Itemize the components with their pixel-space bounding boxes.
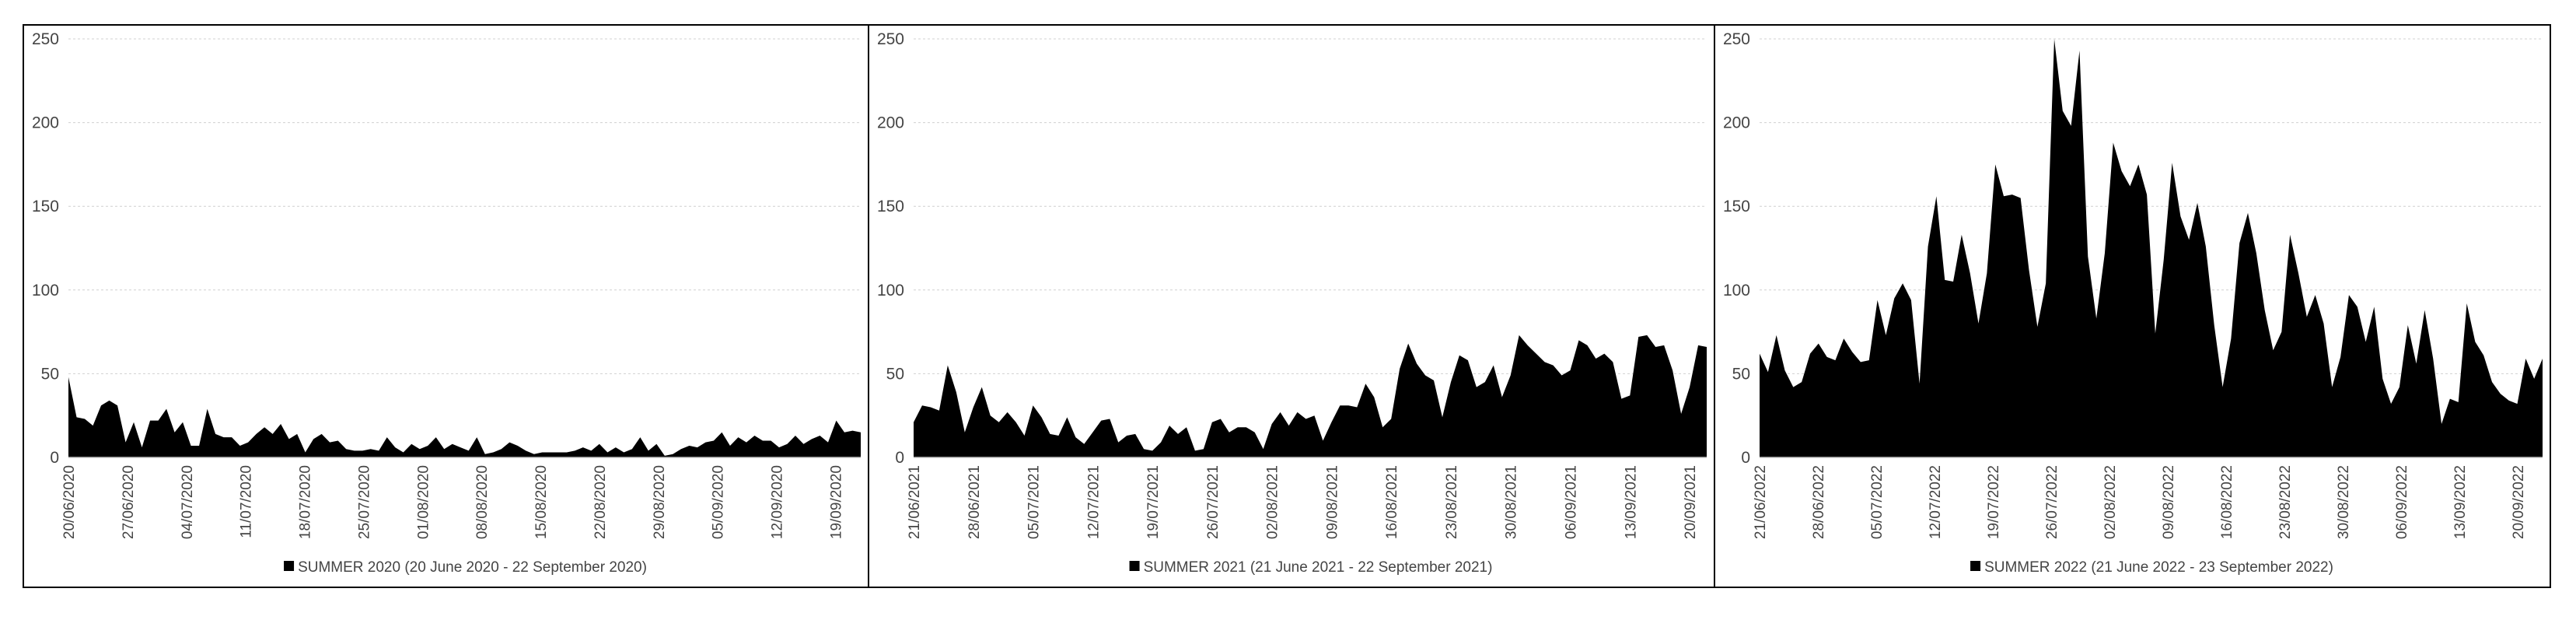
y-tick-label: 250 bbox=[1723, 30, 1750, 48]
x-tick-label: 05/09/2020 bbox=[711, 465, 727, 539]
y-tick-label: 50 bbox=[41, 365, 59, 383]
x-tick-label: 20/09/2021 bbox=[1683, 465, 1699, 539]
y-ticks-2020: 0 50 100 150 200 250 bbox=[32, 30, 59, 467]
x-tick-label: 12/07/2021 bbox=[1085, 465, 1102, 539]
x-tick-label: 30/08/2022 bbox=[2336, 465, 2352, 539]
chart-panel-2021: 0 50 100 150 200 250 21/06/2021 28/06/2021 05/0… bbox=[877, 30, 1707, 576]
y-tick-label: 100 bbox=[877, 282, 904, 299]
x-tick-label: 23/08/2021 bbox=[1444, 465, 1460, 539]
x-tick-label: 21/06/2021 bbox=[907, 465, 923, 539]
x-tick-label: 16/08/2021 bbox=[1384, 465, 1400, 539]
x-tick-label: 19/07/2021 bbox=[1145, 465, 1162, 539]
y-ticks-2022: 0 50 100 150 200 250 bbox=[1723, 30, 1750, 467]
x-tick-label: 23/08/2022 bbox=[2277, 465, 2294, 539]
y-tick-label: 250 bbox=[32, 30, 59, 48]
x-ticks-2020: 20/06/2020 27/06/2020 04/07/2020 11/07/2020… bbox=[61, 465, 844, 539]
chart-panel-2020: 0 50 100 150 200 250 20/06/2020 27/06/2020 04/0… bbox=[32, 30, 861, 576]
y-tick-label: 200 bbox=[877, 114, 904, 132]
x-tick-label: 13/09/2021 bbox=[1623, 465, 1639, 539]
x-tick-label: 02/08/2022 bbox=[2102, 465, 2119, 539]
legend-label-2021: SUMMER 2021 (21 June 2021 - 22 September… bbox=[1144, 559, 1493, 576]
x-tick-label: 02/08/2021 bbox=[1265, 465, 1281, 539]
x-tick-label: 20/09/2022 bbox=[2511, 465, 2527, 539]
y-tick-label: 200 bbox=[1723, 114, 1750, 132]
legend-swatch-2021 bbox=[1129, 561, 1140, 571]
x-tick-label: 09/08/2021 bbox=[1324, 465, 1340, 539]
y-tick-label: 100 bbox=[32, 282, 59, 299]
x-tick-label: 30/08/2021 bbox=[1504, 465, 1520, 539]
x-tick-label: 19/09/2020 bbox=[828, 465, 844, 539]
x-ticks-2022: 21/06/2022 28/06/2022 05/07/2022 12/07/2022… bbox=[1753, 465, 2527, 539]
x-tick-label: 11/07/2020 bbox=[239, 465, 255, 538]
x-tick-label: 12/07/2022 bbox=[1928, 465, 1944, 539]
x-tick-label: 08/08/2020 bbox=[474, 465, 491, 539]
x-tick-label: 04/07/2020 bbox=[180, 465, 196, 539]
x-tick-label: 05/07/2022 bbox=[1869, 465, 1886, 539]
x-tick-label: 26/07/2022 bbox=[2044, 465, 2060, 539]
x-tick-label: 12/09/2020 bbox=[770, 465, 786, 539]
x-tick-label: 26/07/2021 bbox=[1205, 465, 1222, 539]
legend-label-2020: SUMMER 2020 (20 June 2020 - 22 September… bbox=[298, 559, 647, 576]
x-tick-label: 16/08/2022 bbox=[2219, 465, 2235, 539]
x-tick-label: 29/08/2020 bbox=[652, 465, 668, 539]
legend-swatch-2022 bbox=[1970, 561, 1981, 571]
x-tick-label: 19/07/2022 bbox=[1986, 465, 2002, 539]
x-tick-label: 06/09/2021 bbox=[1564, 465, 1580, 539]
y-tick-label: 150 bbox=[1723, 198, 1750, 215]
x-tick-label: 22/08/2020 bbox=[592, 465, 609, 539]
legend-label-2022: SUMMER 2022 (21 June 2022 - 23 September… bbox=[1984, 559, 2333, 576]
y-tick-label: 100 bbox=[1723, 282, 1750, 299]
area-series-2020 bbox=[68, 377, 861, 457]
y-tick-label: 50 bbox=[1732, 365, 1750, 383]
x-tick-label: 20/06/2020 bbox=[61, 465, 78, 539]
y-tick-label: 0 bbox=[895, 449, 904, 467]
y-tick-label: 50 bbox=[886, 365, 904, 383]
x-ticks-2021: 21/06/2021 28/06/2021 05/07/2021 12/07/2021… bbox=[907, 465, 1699, 539]
x-tick-label: 15/08/2020 bbox=[533, 465, 550, 539]
legend-2022: SUMMER 2022 (21 June 2022 - 23 September… bbox=[1970, 559, 2333, 576]
x-tick-label: 05/07/2021 bbox=[1026, 465, 1043, 539]
x-tick-label: 13/09/2022 bbox=[2452, 465, 2469, 539]
x-tick-label: 06/09/2022 bbox=[2394, 465, 2410, 539]
x-tick-label: 27/06/2020 bbox=[121, 465, 137, 539]
x-tick-label: 28/06/2022 bbox=[1811, 465, 1827, 539]
x-tick-label: 18/07/2020 bbox=[298, 465, 314, 539]
y-tick-label: 0 bbox=[1741, 449, 1750, 467]
x-tick-label: 01/08/2020 bbox=[415, 465, 432, 539]
grid-2021 bbox=[914, 38, 1707, 374]
y-tick-label: 150 bbox=[877, 198, 904, 215]
legend-2020: SUMMER 2020 (20 June 2020 - 22 September… bbox=[284, 559, 647, 576]
y-tick-label: 250 bbox=[877, 30, 904, 48]
y-tick-label: 200 bbox=[32, 114, 59, 132]
legend-swatch-2020 bbox=[284, 561, 295, 571]
legend-2021: SUMMER 2021 (21 June 2021 - 22 September… bbox=[1129, 559, 1493, 576]
x-tick-label: 09/08/2022 bbox=[2161, 465, 2177, 539]
area-series-2021 bbox=[914, 335, 1707, 457]
x-tick-label: 25/07/2020 bbox=[356, 465, 372, 539]
x-tick-label: 21/06/2022 bbox=[1753, 465, 1769, 539]
area-series-2022 bbox=[1760, 39, 2543, 457]
y-ticks-2021: 0 50 100 150 200 250 bbox=[877, 30, 904, 467]
y-tick-label: 0 bbox=[50, 449, 59, 467]
x-tick-label: 28/06/2021 bbox=[966, 465, 983, 539]
grid-2020 bbox=[68, 38, 861, 374]
y-tick-label: 150 bbox=[32, 198, 59, 215]
chart-panel-2022: 0 50 100 150 200 250 21/06/2022 28/06/2022 05/0… bbox=[1723, 30, 2543, 576]
